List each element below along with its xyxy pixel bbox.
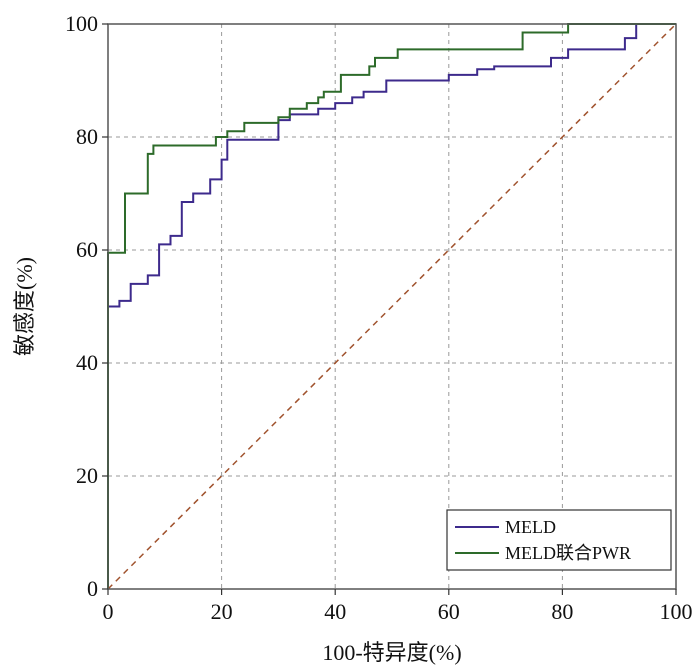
legend-label-meld: MELD xyxy=(505,517,556,537)
legend-box xyxy=(446,509,672,571)
y-axis-title: 敏感度(%) xyxy=(12,257,37,356)
x-tick-label: 20 xyxy=(211,599,233,624)
grid xyxy=(108,24,676,589)
legend: MELD MELD联合PWR xyxy=(446,509,672,571)
plot-frame xyxy=(107,23,677,590)
plot-series xyxy=(107,23,677,590)
x-tick-label: 40 xyxy=(324,599,346,624)
series-line-1 xyxy=(107,23,676,589)
y-tick-label: 80 xyxy=(76,124,98,149)
series-line-0 xyxy=(107,23,676,589)
x-tick-label: 60 xyxy=(438,599,460,624)
reference-diagonal-line xyxy=(107,23,677,590)
axis-ticks: 0 20 40 60 80 100 0 20 40 60 80 100 xyxy=(65,11,693,624)
x-tick-label: 80 xyxy=(551,599,573,624)
x-axis-title: 100-特异度(%) xyxy=(322,640,461,665)
legend-label-meld-pwr: MELD联合PWR xyxy=(505,543,631,563)
x-tick-label: 0 xyxy=(103,599,114,624)
y-tick-label: 0 xyxy=(87,576,98,601)
x-tick-label: 100 xyxy=(660,599,693,624)
y-tick-label: 20 xyxy=(76,463,98,488)
y-tick-label: 60 xyxy=(76,237,98,262)
y-tick-label: 100 xyxy=(65,11,98,36)
y-tick-label: 40 xyxy=(76,350,98,375)
